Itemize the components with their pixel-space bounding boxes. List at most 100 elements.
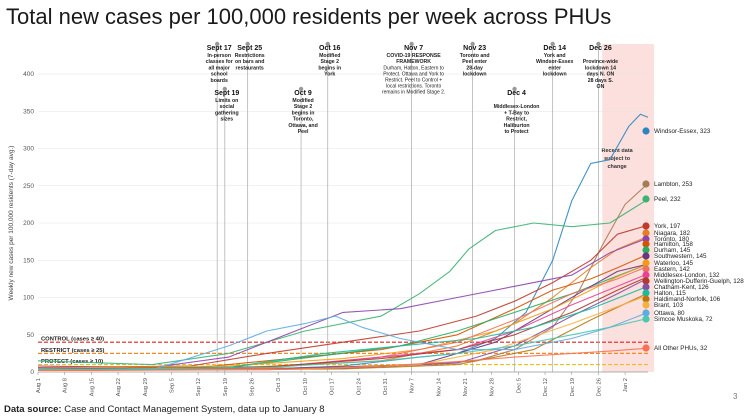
legend-label: Chatham-Kent, 126 xyxy=(654,284,709,291)
recent-data-label: subject to xyxy=(604,156,631,162)
legend-marker xyxy=(642,283,650,291)
legend-label: York, 197 xyxy=(654,223,681,230)
legend-marker xyxy=(642,309,650,317)
legend-marker xyxy=(642,289,650,297)
series-line xyxy=(37,311,649,371)
x-tick-label: Oct 31 xyxy=(383,378,389,395)
x-tick-label: Nov 28 xyxy=(490,378,496,396)
event-marker xyxy=(550,41,555,47)
legend-label: Middlesex-London, 132 xyxy=(654,272,720,279)
x-tick-label: Sep 12 xyxy=(196,378,202,396)
event-text: ON xyxy=(597,84,605,90)
event-marker xyxy=(245,41,250,47)
x-tick-label: Jan 2 xyxy=(623,378,629,392)
legend-label: Southwestern, 145 xyxy=(654,253,707,260)
event-text: social xyxy=(219,104,234,110)
legend-label: Niagara, 182 xyxy=(654,230,691,237)
event-subtext: Restrict. Peel to Control + xyxy=(385,77,442,83)
event-text: begins in xyxy=(318,65,341,71)
legend-marker xyxy=(642,180,650,188)
event-text: 28-day xyxy=(466,65,483,71)
event-date: Sept 19 xyxy=(214,90,239,97)
x-tick-label: Nov 7 xyxy=(410,378,416,393)
event-text: enter xyxy=(548,65,561,71)
event-text: Haliburton xyxy=(504,123,530,129)
event-marker xyxy=(325,41,330,47)
event-text: gathering xyxy=(215,110,239,116)
legend-label: Lambton, 253 xyxy=(654,181,693,188)
event-text: on bars and xyxy=(235,59,264,65)
grid-layer xyxy=(38,73,648,373)
legend-marker xyxy=(642,271,650,279)
legend-label: Halton, 115 xyxy=(654,290,686,297)
event-text: York xyxy=(324,72,335,78)
event-text: Modified xyxy=(292,98,313,104)
legend-label: Brant, 103 xyxy=(654,302,684,309)
event-date: Sept 25 xyxy=(237,45,262,52)
y-tick-label: 0 xyxy=(30,369,34,376)
event-marker xyxy=(596,41,601,47)
y-tick-label: 200 xyxy=(23,220,34,227)
legend-marker xyxy=(642,265,650,273)
series-line xyxy=(37,198,649,366)
event-marker xyxy=(214,41,220,47)
series-line xyxy=(37,113,649,371)
event-text: Stage 2 xyxy=(321,59,340,65)
legend-label: Eastern, 142 xyxy=(654,266,690,273)
x-tick-label: Dec 12 xyxy=(543,378,549,396)
footer-source: Data source: Case and Contact Management… xyxy=(4,404,325,415)
y-tick-label: 350 xyxy=(23,108,34,115)
event-text: restaurants xyxy=(236,65,264,71)
event-text: Windsor-Essex xyxy=(536,59,574,65)
event-text: to Protect xyxy=(504,129,528,135)
x-tick-label: Sep 5 xyxy=(169,378,175,393)
event-text: Middlesex-London xyxy=(494,104,540,110)
event-text: 28 days S. xyxy=(588,78,614,84)
series-line xyxy=(37,317,649,371)
event-text: boards xyxy=(211,78,228,84)
y-tick-label: 100 xyxy=(23,295,34,302)
x-tick-label: Dec 5 xyxy=(516,378,522,393)
event-text: begins in xyxy=(292,110,315,116)
event-date: Dec 4 xyxy=(507,90,526,97)
event-text: Toronto and xyxy=(460,53,490,59)
series-line xyxy=(37,224,649,369)
y-tick-label: 50 xyxy=(27,332,35,339)
series-line xyxy=(37,263,649,369)
x-tick-label: Aug 1 xyxy=(36,378,42,393)
x-tick-label: Nov 21 xyxy=(463,378,469,396)
footer-text: Case and Contact Management System, data… xyxy=(64,404,325,415)
x-tick-label: Oct 10 xyxy=(303,378,309,395)
series-line xyxy=(37,235,649,371)
legend-label: Ottawa, 80 xyxy=(654,310,685,317)
event-text: lockdown 14 xyxy=(585,65,616,71)
x-tick-label: Nov 14 xyxy=(436,377,442,396)
legend-marker xyxy=(642,252,650,260)
event-text: Peel xyxy=(298,129,309,135)
legend-label: Hamilton, 158 xyxy=(654,241,693,248)
recent-data-label: change xyxy=(607,164,626,170)
y-tick-label: 150 xyxy=(23,257,34,264)
x-tick-label: Aug 8 xyxy=(63,378,69,393)
event-text: days N. ON xyxy=(587,72,615,78)
event-date: Nov 23 xyxy=(463,45,486,52)
legend-marker xyxy=(642,127,650,135)
legend-label: Durham, 145 xyxy=(654,247,691,254)
chart-title: Total new cases per 100,000 residents pe… xyxy=(6,4,612,29)
legend-label: Windsor-Essex, 323 xyxy=(654,128,711,135)
event-text: school xyxy=(211,72,228,78)
x-tick-label: Aug 29 xyxy=(143,378,149,396)
legend-marker xyxy=(642,301,650,309)
legend-marker xyxy=(642,240,650,248)
series-line xyxy=(37,277,649,372)
event-text: Restrictions xyxy=(235,53,265,59)
x-tick-label: Oct 24 xyxy=(356,377,362,395)
event-marker xyxy=(298,86,304,92)
event-marker xyxy=(512,86,517,92)
event-text: Peel enter xyxy=(462,59,487,65)
legend-label: Toronto, 180 xyxy=(654,236,690,243)
x-tick-label: Aug 15 xyxy=(89,378,95,396)
